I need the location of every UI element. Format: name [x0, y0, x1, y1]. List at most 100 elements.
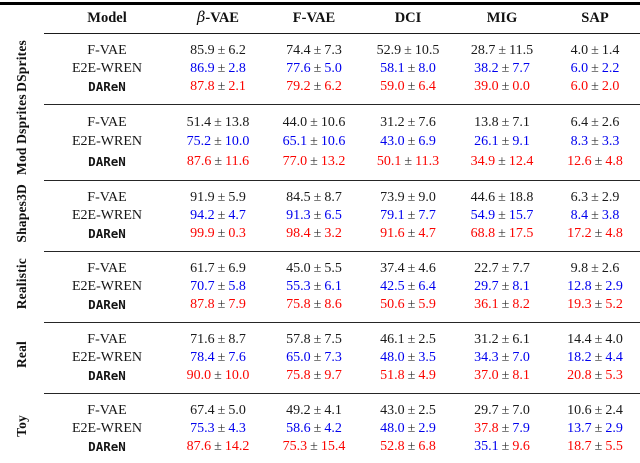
mean-value: 44.6 — [470, 190, 496, 205]
std-value: 6.8 — [418, 439, 436, 454]
mean-value: 38.2 — [474, 61, 499, 76]
plus-minus: ± — [217, 403, 226, 418]
plus-minus: ± — [313, 297, 322, 312]
model-name-cell: DAReN — [88, 439, 126, 454]
metric-cell: 67.4 ±5.0 — [170, 394, 266, 421]
mean-value: 57.8 — [286, 332, 311, 347]
header-row: Model β-VAE F-VAE DCI MIG SAP — [0, 5, 640, 34]
plus-minus: ± — [501, 332, 510, 347]
dataset-label-text: Real — [14, 341, 29, 369]
table-row: DAReN 87.6 ±11.6 77.0 ±13.2 50.1 ±11.3 34.9 ±12.… — [0, 152, 640, 182]
model-name-cell: E2E-WREN — [72, 421, 142, 436]
mean-value: 45.0 — [286, 261, 311, 276]
std-value: 2.1 — [228, 79, 246, 94]
metric-cell: 65.1 ±10.6 — [266, 133, 362, 152]
mean-value: 18.2 — [567, 350, 592, 365]
std-value: 11.3 — [415, 154, 440, 170]
mean-value: 99.9 — [190, 226, 215, 241]
metric-cell: 26.1 ±9.1 — [454, 133, 550, 152]
model-name-cell: F-VAE — [87, 190, 127, 205]
plus-minus: ± — [214, 114, 222, 130]
mean-value: 18.7 — [567, 439, 592, 454]
model-name-cell: E2E-WREN — [72, 134, 142, 150]
plus-minus: ± — [407, 350, 416, 365]
metric-cell: 34.9 ±12.4 — [454, 152, 550, 182]
plus-minus: ± — [407, 79, 416, 94]
plus-minus: ± — [214, 154, 223, 170]
std-value: 5.5 — [324, 261, 342, 276]
plus-minus: ± — [501, 261, 510, 276]
model-name-cell: DAReN — [44, 296, 170, 323]
mean-value: 39.0 — [474, 79, 499, 94]
plus-minus: ± — [214, 439, 222, 454]
metric-cell: 12.6 ±4.8 — [550, 152, 640, 182]
metric-cell: 29.7 ±8.1 — [454, 278, 550, 296]
metric-cell: 58.6 ±4.2 — [266, 420, 362, 438]
mean-value: 74.4 — [286, 43, 311, 58]
metric-cell: 31.2 ±6.1 — [454, 323, 550, 350]
plus-minus: ± — [217, 190, 226, 205]
metric-cell: 73.9 ±9.0 — [362, 181, 454, 208]
std-value: 7.1 — [512, 114, 530, 130]
model-name-cell: E2E-WREN — [72, 350, 142, 365]
dataset-group-realistic: Realistic F-VAE 61.7 ±6.9 45.0 ±5.5 37.4 ±4.6 22… — [0, 252, 640, 323]
metric-cell: 36.1 ±8.2 — [454, 296, 550, 323]
mean-value: 10.6 — [567, 403, 592, 418]
table-row: Shapes3D F-VAE 91.9 ±5.9 84.5 ±8.7 73.9 ±9.0 44.… — [0, 181, 640, 243]
plus-minus: ± — [594, 421, 603, 436]
mean-value: 35.1 — [474, 439, 499, 454]
plus-minus: ± — [591, 134, 599, 150]
dataset-group-mod-dsprites: Mod Dsprites F-VAE 51.4 ±13.8 44.0 ±10.6 31.2 ±… — [0, 94, 640, 182]
plus-minus: ± — [217, 261, 226, 276]
metric-cell: 74.4 ±7.3 — [266, 34, 362, 61]
std-value: 10.6 — [320, 134, 346, 150]
std-value: 7.6 — [418, 114, 436, 130]
plus-minus: ± — [594, 368, 603, 383]
plus-minus: ± — [313, 421, 322, 436]
plus-minus: ± — [498, 190, 506, 205]
model-name-cell: DAReN — [44, 152, 170, 182]
metric-cell: 44.0 ±10.6 — [266, 105, 362, 133]
plus-minus: ± — [310, 114, 318, 130]
std-value: 5.9 — [228, 190, 246, 205]
std-value: 1.4 — [601, 43, 620, 58]
std-value: 8.6 — [324, 297, 342, 312]
dataset-label-text: Shapes3D — [14, 183, 29, 243]
metric-cell: 8.4 ±3.8 — [550, 207, 640, 225]
metric-cell: 75.8 ±8.6 — [266, 296, 362, 323]
mean-value: 36.1 — [474, 297, 499, 312]
std-value: 10.0 — [224, 368, 250, 383]
metric-cell: 6.0 ±2.2 — [550, 60, 640, 78]
dataset-group-dsprites: DSprites F-VAE 85.9 ±6.2 74.4 ±7.3 52.9 ±10.5 28… — [0, 34, 640, 105]
plus-minus: ± — [501, 368, 510, 383]
metric-cell: 43.0 ±6.9 — [362, 133, 454, 152]
std-value: 14.2 — [224, 439, 250, 454]
std-value: 11.5 — [509, 43, 534, 58]
table-row: DSprites F-VAE 85.9 ±6.2 74.4 ±7.3 52.9 ±10.5 28… — [0, 34, 640, 92]
metric-cell: 12.8 ±2.9 — [550, 278, 640, 296]
metric-cell: 79.2 ±6.2 — [266, 78, 362, 105]
plus-minus: ± — [217, 332, 226, 347]
plus-minus: ± — [217, 421, 226, 436]
table-row: E2E-WREN 94.2 ±4.7 91.3 ±6.5 79.1 ±7.7 54.9 ±15.… — [0, 207, 640, 225]
metric-cell: 44.6 ±18.8 — [454, 181, 550, 208]
model-name-cell: DAReN — [44, 367, 170, 394]
table-row: E2E-WREN 70.7 ±5.8 55.3 ±6.1 42.5 ±6.4 29.7 ±8.1… — [0, 278, 640, 296]
metric-cell: 85.9 ±6.2 — [170, 34, 266, 61]
std-value: 7.7 — [512, 261, 530, 276]
mean-value: 75.3 — [190, 421, 215, 436]
mean-value: 9.8 — [570, 261, 589, 276]
dataset-group-toy: Toy F-VAE 67.4 ±5.0 49.2 ±4.1 43.0 ±2.5 29.7 ±7.0… — [0, 394, 640, 463]
dataset-group-shapes3d: Shapes3D F-VAE 91.9 ±5.9 84.5 ±8.7 73.9 ±9.0 44.… — [0, 181, 640, 252]
table-row: DAReN 87.8 ±7.9 75.8 ±8.6 50.6 ±5.9 36.1 ±8.2 19.… — [0, 296, 640, 323]
std-value: 4.7 — [418, 226, 436, 241]
table-row: E2E-WREN 75.2 ±10.0 65.1 ±10.6 43.0 ±6.9 26.1 ±9… — [0, 133, 640, 152]
std-value: 10.6 — [320, 114, 346, 130]
std-value: 4.1 — [324, 403, 342, 418]
std-value: 3.8 — [601, 208, 620, 223]
plus-minus: ± — [217, 208, 226, 223]
std-value: 8.1 — [512, 368, 530, 383]
metric-cell: 75.2 ±10.0 — [170, 133, 266, 152]
dataset-label: Mod Dsprites — [0, 94, 44, 181]
metric-cell: 86.9 ±2.8 — [170, 60, 266, 78]
